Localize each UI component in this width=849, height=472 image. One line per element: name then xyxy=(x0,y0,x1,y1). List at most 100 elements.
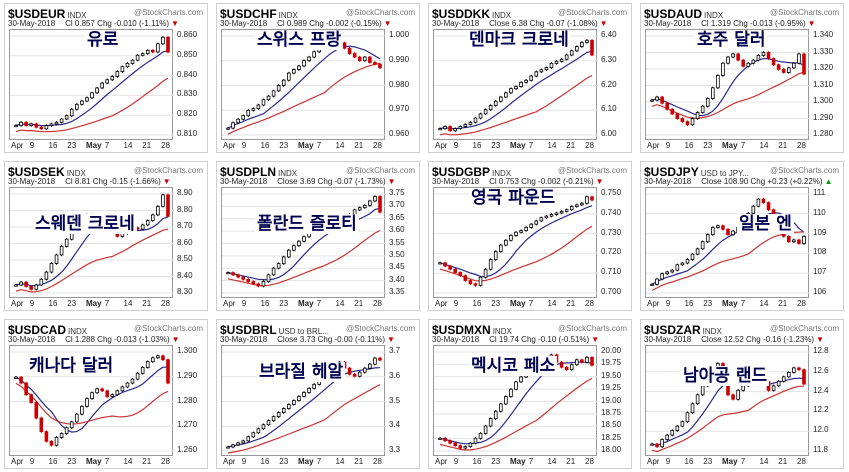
candle-body xyxy=(463,446,468,449)
price-plot[interactable] xyxy=(645,187,810,298)
candle-body xyxy=(468,442,473,448)
x-tick-label: 9 xyxy=(241,299,247,308)
y-tick-label: 6.20 xyxy=(601,79,617,89)
symbol-title[interactable]: $USDGBP xyxy=(432,165,491,179)
candle-body xyxy=(468,121,473,125)
x-tick-label: 28 xyxy=(585,299,594,308)
candle-body xyxy=(246,436,251,442)
currency-label: 스웨덴 크로네 xyxy=(33,214,137,234)
chart-panel-usdbrl: $USDBRL USD to BRL... @StockCharts.com 30-M… xyxy=(216,319,420,469)
x-tick-label: 9 xyxy=(29,457,35,466)
y-tick-label: 0.720 xyxy=(601,247,622,257)
candle-body xyxy=(100,82,104,89)
y-tick-label: 20.00 xyxy=(601,346,622,355)
index-tag: INDX xyxy=(702,327,722,336)
x-tick-label: 7 xyxy=(740,141,746,150)
candle-body xyxy=(105,390,109,398)
symbol-title[interactable]: $USDBRL xyxy=(220,323,277,337)
candle-body xyxy=(741,59,745,67)
candle-body xyxy=(236,442,240,446)
candle-body xyxy=(44,271,49,280)
x-tick-label: 16 xyxy=(48,141,58,150)
x-tick-label: 7 xyxy=(740,299,746,308)
x-tick-label: 23 xyxy=(491,457,501,466)
x-tick-label: 28 xyxy=(797,299,806,308)
y-tick-label: 109 xyxy=(813,227,827,237)
candle-body xyxy=(499,244,503,252)
symbol-title[interactable]: $USDSEK xyxy=(8,165,65,179)
price-change: Close 3.73 Chg -0.00 (-0.11%) xyxy=(277,335,386,344)
candle-body xyxy=(685,259,690,264)
x-tick-label: Apr xyxy=(435,141,448,150)
x-tick-label: 23 xyxy=(67,457,77,466)
y-tick-label: 12.4 xyxy=(813,385,829,395)
symbol-title[interactable]: $USDDKK xyxy=(432,7,491,21)
candle-body xyxy=(787,235,791,243)
symbol-title[interactable]: $USDEUR xyxy=(8,7,66,21)
down-triangle-icon: ▼ xyxy=(595,177,604,186)
candle-body xyxy=(443,262,447,267)
candle-body xyxy=(287,72,291,81)
x-tick-label: 9 xyxy=(453,299,459,308)
candle-body xyxy=(19,376,23,384)
candle-body xyxy=(226,272,230,275)
x-tick-label: 28 xyxy=(797,457,806,466)
x-tick-label: 7 xyxy=(104,141,110,150)
candle-body xyxy=(85,398,89,407)
price-plot[interactable] xyxy=(645,345,810,456)
candle-body xyxy=(670,108,675,115)
y-tick-label: 18.00 xyxy=(601,445,622,454)
x-tick-label: Apr xyxy=(647,141,660,150)
symbol-title[interactable]: $USDPLN xyxy=(220,165,277,179)
x-tick-label: Apr xyxy=(647,457,660,466)
candle-body xyxy=(675,425,680,432)
candle-body xyxy=(347,47,352,54)
candle-body xyxy=(478,113,483,119)
y-tick-label: 0.980 xyxy=(389,79,410,89)
index-tag: USD to BRL... xyxy=(278,327,329,336)
y-tick-label: 0.970 xyxy=(389,104,410,114)
candle-body xyxy=(29,286,33,290)
candle-body xyxy=(49,123,54,126)
symbol-title[interactable]: $USDMXN xyxy=(432,323,491,337)
chart-header: $USDDKK INDX xyxy=(432,5,511,23)
candle-body xyxy=(438,262,442,265)
sma-slow-line xyxy=(651,71,805,119)
y-tick-label: 6.00 xyxy=(601,129,617,138)
symbol-title[interactable]: $USDZAR xyxy=(644,323,701,337)
candle-body xyxy=(509,388,513,397)
candle-body xyxy=(251,108,256,111)
candle-body xyxy=(695,394,700,405)
symbol-title[interactable]: $USDAUD xyxy=(644,7,703,21)
currency-label: 폴란드 즐로티 xyxy=(255,214,359,234)
candle-body xyxy=(539,217,544,222)
index-tag: INDX xyxy=(66,169,86,178)
x-tick-label: Apr xyxy=(223,299,236,308)
sma-fast-line xyxy=(439,205,593,278)
currency-label: 일본 엔 xyxy=(737,214,794,234)
chart-panel-usdzar: $USDZAR INDX @StockCharts.com 30-May-2018 Cl… xyxy=(640,319,844,469)
chart-panel-usdchf: $USDCHF INDX @StockCharts.com 30-May-2018 Cl… xyxy=(216,3,420,153)
x-tick-label: 14 xyxy=(759,457,769,466)
price-plot[interactable] xyxy=(9,187,174,298)
candle-body xyxy=(797,367,801,371)
candlestick-chart xyxy=(222,193,386,294)
watermark: @StockCharts.com xyxy=(345,324,415,333)
y-tick-label: 12.0 xyxy=(813,425,829,435)
symbol-title[interactable]: $USDCHF xyxy=(220,7,277,21)
symbol-title[interactable]: $USDCAD xyxy=(8,323,67,337)
price-plot[interactable] xyxy=(221,187,386,298)
candle-body xyxy=(378,63,382,69)
x-tick-label: 21 xyxy=(354,457,364,466)
x-tick-label: 28 xyxy=(373,457,382,466)
x-tick-label: 14 xyxy=(123,457,133,466)
chart-header: $USDCAD INDX xyxy=(8,321,87,339)
y-tick-label: 3.50 xyxy=(389,249,405,259)
price-plot[interactable] xyxy=(645,29,810,140)
candle-body xyxy=(34,284,39,290)
watermark: @StockCharts.com xyxy=(345,8,415,17)
x-tick-label: Apr xyxy=(223,457,236,466)
candle-body xyxy=(458,126,463,129)
candle-body xyxy=(690,403,695,414)
symbol-title[interactable]: $USDJPY xyxy=(644,165,699,179)
